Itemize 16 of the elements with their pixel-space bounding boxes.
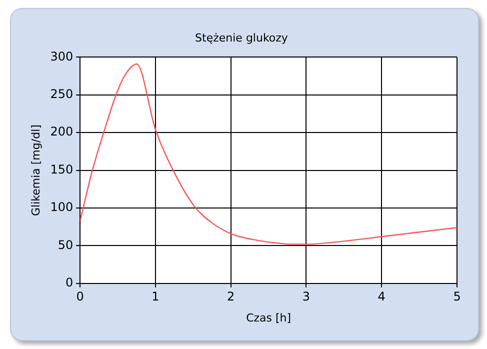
x-tick-label: 5	[453, 290, 461, 304]
x-tick-label: 4	[378, 290, 386, 304]
y-tick-label: 100	[50, 200, 74, 214]
y-tick-label: 50	[58, 238, 74, 252]
y-tick-label: 300	[50, 49, 74, 64]
y-tick-label: 250	[50, 87, 74, 102]
x-tick-label: 0	[76, 290, 84, 304]
chart-title: Stężenie glukozy	[195, 31, 288, 44]
x-tick-label: 3	[302, 290, 310, 304]
x-tick-label: 1	[152, 290, 160, 304]
y-axis-title: Glikemia [mg/dl]	[29, 124, 42, 216]
y-tick-label: 0	[65, 276, 74, 290]
y-tick-label: 150	[50, 162, 74, 176]
x-tick-label: 2	[227, 290, 235, 304]
x-axis-title: Czas [h]	[246, 311, 292, 324]
y-tick-label: 200	[50, 124, 74, 139]
